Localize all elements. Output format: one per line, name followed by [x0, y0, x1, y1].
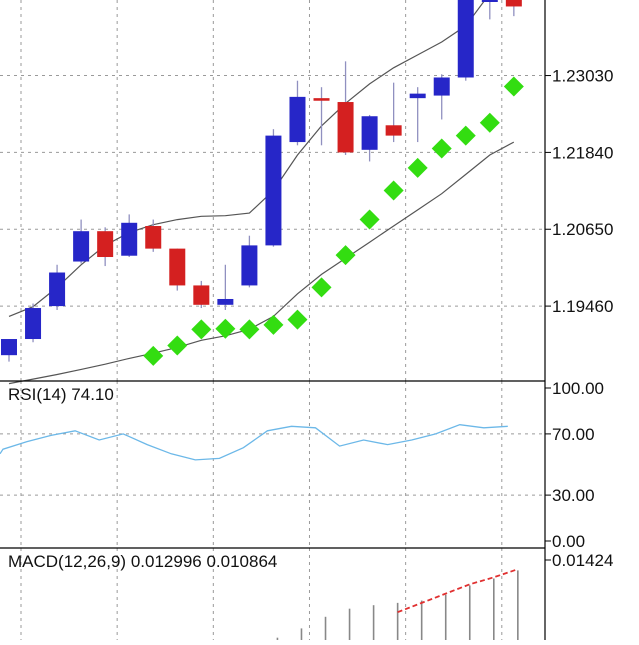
bullish-candle[interactable] [217, 298, 234, 305]
bullish-candle[interactable] [409, 93, 426, 99]
rsi-tick-label: 70.00 [552, 425, 595, 444]
bearish-candle[interactable] [193, 285, 210, 305]
rsi-indicator-label: RSI(14) 74.10 [8, 385, 114, 404]
sar-point [167, 335, 188, 356]
sar-point [143, 345, 164, 366]
price-panel[interactable] [1, 0, 524, 385]
rsi-tick-label: 100.00 [552, 379, 604, 398]
upper-band-line [8, 0, 486, 317]
bearish-candle[interactable] [145, 226, 162, 249]
macd-tick-label: 0.01424 [552, 551, 613, 570]
price-tick-label: 1.20650 [552, 220, 613, 239]
sar-point [215, 318, 236, 339]
bullish-candle[interactable] [73, 231, 90, 262]
sar-point [335, 245, 356, 266]
bullish-candle[interactable] [241, 245, 258, 286]
lower-band-line [8, 141, 515, 385]
price-tick-label: 1.21840 [552, 143, 613, 162]
bullish-candle[interactable] [361, 116, 378, 150]
sar-point [503, 76, 524, 97]
bullish-candle[interactable] [121, 222, 138, 256]
bullish-candle[interactable] [289, 96, 306, 143]
axis-labels: RSI(14) 74.10 MACD(12,26,9) 0.012996 0.0… [8, 67, 613, 571]
price-tick-label: 1.23030 [552, 67, 613, 86]
bullish-candle[interactable] [457, 0, 474, 78]
sar-point [455, 125, 476, 146]
price-tick-label: 1.19460 [552, 297, 613, 316]
rsi-line [0, 424, 508, 461]
sar-point [287, 309, 308, 330]
bearish-candle[interactable] [337, 102, 354, 153]
sar-point [239, 319, 260, 340]
bullish-candle[interactable] [265, 135, 282, 246]
sar-point [263, 314, 284, 335]
bullish-candle[interactable] [49, 272, 66, 307]
bullish-candle[interactable] [1, 339, 17, 356]
bullish-candle[interactable] [481, 0, 498, 2]
grid-lines [0, 0, 545, 640]
bullish-candle[interactable] [433, 77, 450, 96]
sar-point [311, 277, 332, 298]
sar-point [383, 180, 404, 201]
sar-point [407, 157, 428, 178]
sar-point [479, 112, 500, 133]
bearish-candle[interactable] [505, 0, 522, 7]
macd-indicator-label: MACD(12,26,9) 0.012996 0.010864 [8, 552, 277, 571]
bearish-candle[interactable] [169, 248, 186, 286]
rsi-tick-label: 0.00 [552, 532, 585, 551]
sar-point [359, 209, 380, 230]
sar-point [431, 138, 452, 159]
rsi-panel[interactable] [0, 424, 508, 461]
bearish-candle[interactable] [385, 125, 402, 136]
rsi-tick-label: 30.00 [552, 486, 595, 505]
macd-signal-line [397, 568, 519, 614]
macd-panel[interactable] [276, 568, 519, 640]
bearish-candle[interactable] [313, 98, 330, 101]
bearish-candle[interactable] [97, 231, 114, 258]
sar-point [191, 319, 212, 340]
panel-frames [0, 0, 551, 640]
bullish-candle[interactable] [25, 308, 42, 340]
